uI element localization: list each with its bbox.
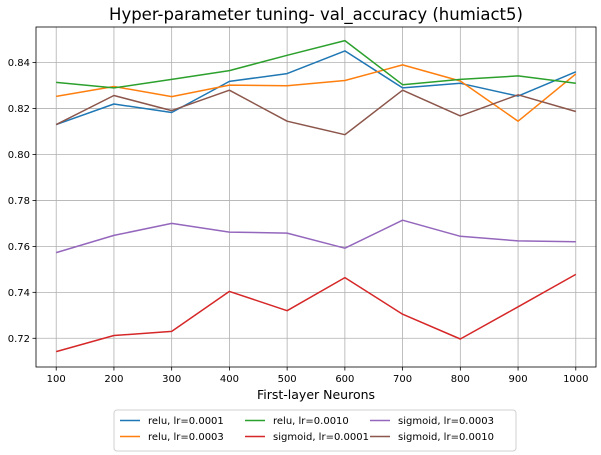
legend-box bbox=[113, 409, 517, 452]
legend-label: relu, lr=0.0003 bbox=[148, 432, 224, 443]
x-tick-label: 100 bbox=[47, 374, 66, 385]
y-tick-label: 0.82 bbox=[8, 104, 30, 115]
x-tick-label: 200 bbox=[104, 374, 123, 385]
y-tick-label: 0.74 bbox=[8, 288, 30, 299]
x-tick-label: 500 bbox=[278, 374, 297, 385]
y-tick-label: 0.76 bbox=[8, 242, 30, 253]
x-tick-label: 700 bbox=[393, 374, 412, 385]
y-tick-label: 0.72 bbox=[8, 334, 30, 345]
legend-label: relu, lr=0.0001 bbox=[148, 416, 224, 427]
x-axis-label: First-layer Neurons bbox=[257, 387, 375, 402]
x-tick-label: 400 bbox=[220, 374, 239, 385]
series-line-2 bbox=[56, 39, 576, 89]
x-tick-label: 1000 bbox=[563, 374, 588, 385]
series-lines bbox=[55, 39, 577, 353]
legend-label: sigmoid, lr=0.0010 bbox=[398, 432, 494, 443]
x-tick-label: 600 bbox=[335, 374, 354, 385]
y-tick-label: 0.80 bbox=[8, 150, 30, 161]
y-tick-label: 0.84 bbox=[8, 58, 30, 69]
axis-ticks: 100 200 300 400 500 600 700 800 900 1000 0.72 0.74 0… bbox=[8, 58, 589, 385]
x-tick-label: 300 bbox=[162, 374, 181, 385]
y-tick-label: 0.78 bbox=[8, 196, 30, 207]
legend-label: sigmoid, lr=0.0001 bbox=[273, 432, 369, 443]
series-line-0 bbox=[55, 50, 577, 126]
legend-label: sigmoid, lr=0.0003 bbox=[398, 416, 494, 427]
series-line-1 bbox=[56, 64, 577, 122]
legend-label: relu, lr=0.0010 bbox=[273, 416, 349, 427]
series-line-4 bbox=[55, 219, 576, 254]
chart-title: Hyper-parameter tuning- val_accuracy (hu… bbox=[109, 5, 523, 25]
series-line-5 bbox=[55, 89, 577, 136]
x-tick-label: 900 bbox=[509, 374, 528, 385]
x-tick-label: 800 bbox=[451, 374, 470, 385]
series-line-3 bbox=[55, 273, 577, 353]
legend: relu, lr=0.0001 relu, lr=0.0003 relu, lr=0… bbox=[113, 409, 517, 452]
plot-frame bbox=[35, 26, 597, 368]
